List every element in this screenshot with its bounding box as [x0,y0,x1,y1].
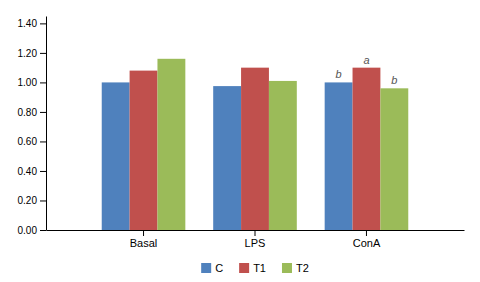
y-tick-label: 0.00 [18,225,38,236]
y-tick: 1.20 [18,48,46,59]
bar [157,59,185,230]
y-tick-label: 0.80 [18,107,38,118]
annotations: b a b [336,54,398,87]
y-tick-mark [40,23,46,24]
y-tick-mark [40,141,46,142]
bar [130,71,158,230]
x-tick: LPS [245,230,266,249]
legend-item: C [201,262,223,274]
y-tick-label: 0.20 [18,195,38,206]
bar [102,82,130,230]
y-tick-label: 1.20 [18,48,38,59]
legend-swatch [201,263,211,273]
y-tick: 0.80 [18,107,46,118]
x-tick-label: LPS [245,237,266,249]
legend-swatch [239,263,249,273]
x-tick: ConA [353,230,381,249]
x-tick-mark [366,230,367,236]
x-tick-label: Basal [130,237,158,249]
y-axis: 0.00 0.20 0.40 0.60 0.80 1.00 1.20 1.40 [18,17,47,236]
y-tick-mark [40,82,46,83]
y-tick-label: 1.00 [18,77,38,88]
legend: C T1 T2 [201,262,309,274]
legend-label: C [215,262,223,274]
y-tick: 1.00 [18,77,46,88]
y-tick-mark [40,200,46,201]
annotation: b [336,68,342,80]
y-tick-mark [40,112,46,113]
legend-swatch [282,263,292,273]
y-tick-label: 0.60 [18,136,38,147]
y-tick-mark [40,230,46,231]
y-tick-label: 0.40 [18,166,38,177]
bar [269,81,297,230]
bar [380,88,408,230]
y-tick: 1.40 [18,18,46,29]
x-tick-label: ConA [353,237,381,249]
legend-item: T1 [239,262,266,274]
y-tick: 0.20 [18,195,46,206]
y-tick: 0.40 [18,166,46,177]
x-tick-mark [255,230,256,236]
bar [213,86,241,230]
y-tick: 0.00 [18,225,46,236]
legend-label: T1 [253,262,266,274]
chart: 0.00 0.20 0.40 0.60 0.80 1.00 1.20 1.40 Basal LPS… [0,0,480,282]
legend-item: T2 [282,262,309,274]
bar [241,68,269,230]
bar [325,82,353,230]
x-axis: Basal LPS ConA [47,230,465,249]
y-tick-mark [40,171,46,172]
plot: 0.00 0.20 0.40 0.60 0.80 1.00 1.20 1.40 Basal LPS… [18,17,465,249]
annotation: a [363,54,369,66]
x-tick-mark [143,230,144,236]
x-tick: Basal [130,230,158,249]
legend-label: T2 [296,262,309,274]
y-tick: 0.60 [18,136,46,147]
y-tick-label: 1.40 [18,18,38,29]
bars [102,59,409,230]
bar [353,68,381,230]
y-tick-mark [40,53,46,54]
annotation: b [391,74,397,86]
y-axis-line [46,17,47,231]
